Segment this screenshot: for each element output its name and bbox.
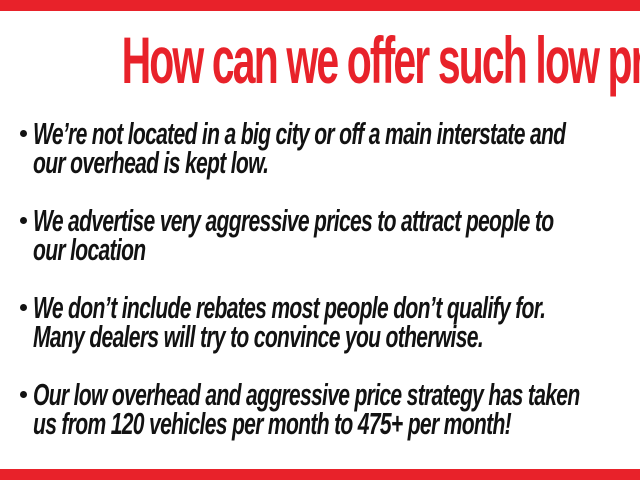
bullet-text: Our low overhead and aggressive price st… (33, 377, 580, 441)
bullet-item: We don’t include rebates most people don… (20, 290, 640, 354)
bullet-list: We’re not located in a big city or off a… (20, 116, 640, 467)
bullet-dot (20, 391, 27, 398)
bullet-line-2: our overhead is kept low. (33, 145, 269, 180)
bullet-line-2: our location (33, 232, 146, 267)
bullet-item: Our low overhead and aggressive price st… (20, 377, 640, 441)
bullet-line-1: We’re not located in a big city or off a… (33, 116, 566, 151)
bullet-text: We’re not located in a big city or off a… (33, 116, 580, 180)
bullet-dot (20, 217, 27, 224)
bullet-line-2: Many dealers will try to convince you ot… (33, 319, 484, 354)
bullet-dot (20, 130, 27, 137)
bullet-line-1: Our low overhead and aggressive price st… (33, 377, 580, 412)
bullet-item: We’re not located in a big city or off a… (20, 116, 640, 180)
bullet-dot (20, 304, 27, 311)
bullet-line-1: We don’t include rebates most people don… (33, 290, 546, 325)
top-red-bar (0, 0, 640, 11)
bullet-line-1: We advertise very aggressive prices to a… (33, 203, 554, 238)
bottom-red-bar (0, 469, 640, 480)
bullet-text: We don’t include rebates most people don… (33, 290, 580, 354)
bullet-text: We advertise very aggressive prices to a… (33, 203, 580, 267)
bullet-line-2: us from 120 vehicles per month to 475+ p… (33, 406, 512, 441)
bullet-item: We advertise very aggressive prices to a… (20, 203, 640, 267)
page-title: How can we offer such low prices? (121, 23, 640, 97)
